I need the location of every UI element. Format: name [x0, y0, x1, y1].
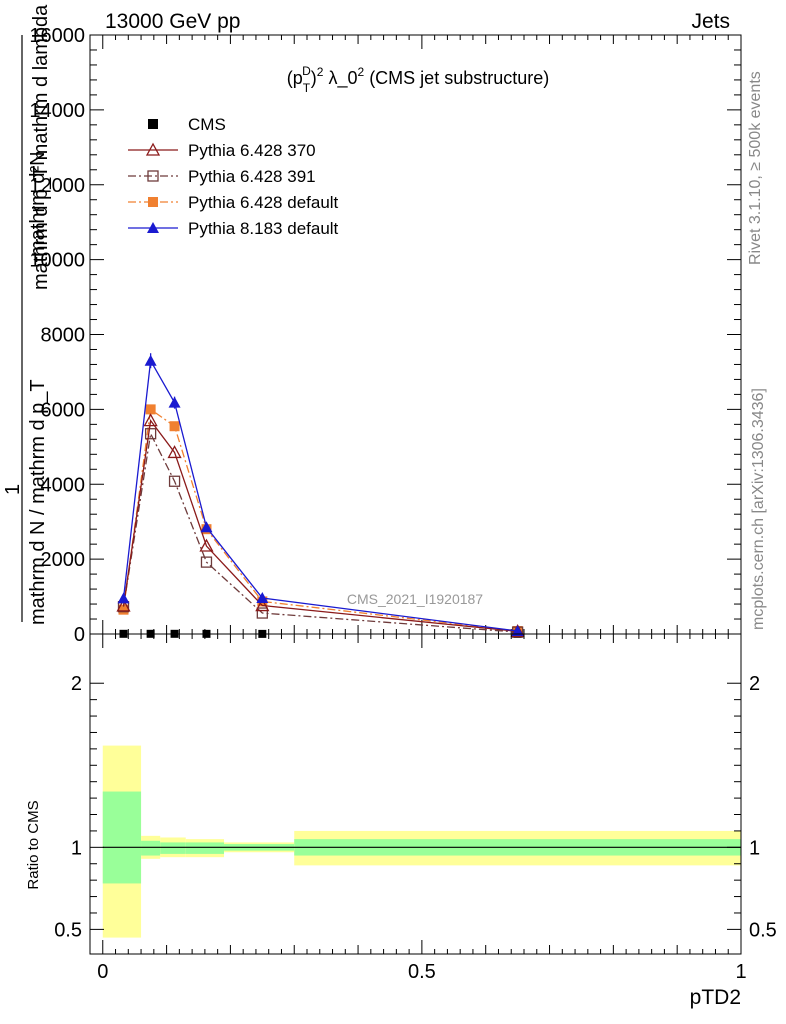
main-y-axis-label: mathrm d²N mathrm d p_T mathrm d lambda …: [2, 4, 52, 625]
series-pythia-8-183-default: [117, 353, 524, 637]
main-y-tick-label: 0: [74, 624, 85, 646]
data-point: [145, 142, 161, 156]
main-x-ticks: [102, 35, 742, 634]
ratio-bands: [102, 745, 741, 938]
series-line: [122, 418, 518, 633]
main-y-tick-label: 10000: [29, 250, 85, 272]
ratio-y-tick-label-right: 2: [749, 673, 760, 695]
data-point: [199, 538, 214, 552]
data-point: [148, 197, 158, 207]
ratio-stat-band: [141, 840, 161, 856]
series-line: [122, 358, 518, 632]
legend: CMS Pythia 6.428 370 Pythia 6.428 391 Pythi…: [128, 115, 339, 238]
analysis-watermark: CMS_2021_I1920187: [347, 591, 483, 607]
plot-title: (pTD)2 λ_02 (CMS jet substructure): [287, 64, 549, 95]
ratio-plot-frame: [89, 633, 742, 955]
main-y-ticks: 0 2000 4000 6000 8000 10000 12000 14000 16000: [29, 25, 741, 646]
data-point: [143, 413, 158, 427]
ratio-x-tick-label: 0.5: [408, 961, 436, 983]
ratio-y-axis-label: Ratio to CMS: [25, 800, 42, 889]
data-point: [147, 170, 159, 182]
main-y-tick-label: 6000: [41, 399, 86, 421]
ratio-y-ticks: 0.5 0.5 1 1 2 2: [54, 673, 777, 941]
y-label-numerator: mathrm d²N: [27, 151, 49, 257]
legend-label: Pythia 8.183 default: [188, 219, 339, 238]
data-point: [144, 428, 157, 440]
legend-label: CMS: [188, 115, 226, 134]
ratio-y-tick-label-right: 1: [749, 837, 760, 859]
data-point: [144, 354, 157, 366]
data-point: [200, 556, 213, 568]
data-point: [169, 421, 180, 432]
y-label-denominator: mathrm d p_T mathrm d lambda: [30, 4, 52, 290]
ratio-x-ticks: 0 0.5 1: [97, 634, 747, 983]
series-line: [122, 431, 518, 633]
legend-label: Pythia 6.428 370: [188, 141, 316, 160]
rivet-version-label: Rivet 3.1.10, ≥ 500k events: [747, 71, 764, 265]
ratio-stat-band: [185, 842, 225, 854]
ratio-y-tick-label: 1: [71, 837, 82, 859]
main-y-tick-label: 2000: [41, 549, 86, 571]
main-y-tick-label: 8000: [41, 325, 86, 347]
data-point: [168, 396, 181, 408]
main-y-tick-label: 12000: [29, 175, 85, 197]
data-point: [511, 625, 524, 637]
ratio-y-tick-label: 2: [71, 673, 82, 695]
data-point: [145, 404, 156, 415]
data-point: [148, 119, 158, 129]
data-point: [116, 598, 131, 612]
data-point: [118, 604, 129, 615]
ratio-x-tick-label: 0: [97, 961, 108, 983]
data-point: [167, 445, 182, 459]
data-point: [117, 592, 130, 604]
ratio-stat-band: [102, 791, 142, 884]
legend-entry: CMS: [148, 115, 226, 134]
legend-label: Pythia 6.428 391: [188, 167, 316, 186]
data-point: [256, 607, 268, 619]
ratio-y-tick-label: 0.5: [54, 919, 82, 941]
data-point: [200, 521, 213, 533]
y-label-prefix-denominator: mathrm d N / mathrm d p_T: [27, 379, 49, 625]
category-label: Jets: [691, 10, 730, 33]
ratio-stat-band: [160, 842, 186, 854]
legend-entry: Pythia 6.428 370: [128, 141, 316, 160]
series-pythia-6-428-391: [117, 428, 524, 638]
data-point: [256, 592, 269, 604]
legend-entry: Pythia 6.428 391: [128, 167, 316, 186]
data-point: [168, 475, 181, 487]
x-axis-label: pTD2: [690, 986, 741, 1009]
main-y-tick-label: 4000: [41, 474, 86, 496]
data-point: [255, 598, 270, 612]
y-label-one: 1: [2, 484, 24, 495]
legend-entry: Pythia 8.183 default: [128, 219, 339, 238]
main-y-tick-label: 16000: [29, 25, 85, 47]
ratio-x-tick-label: 1: [735, 961, 746, 983]
ratio-y-tick-label-right: 0.5: [749, 919, 777, 941]
legend-label: Pythia 6.428 default: [188, 193, 339, 212]
mcplots-label: mcplots.cern.ch [arXiv:1306.3436]: [750, 388, 767, 630]
data-point: [147, 222, 159, 233]
main-y-tick-label: 14000: [29, 100, 85, 122]
legend-entry: Pythia 6.428 default: [128, 193, 339, 212]
energy-label: 13000 GeV pp: [105, 10, 240, 33]
